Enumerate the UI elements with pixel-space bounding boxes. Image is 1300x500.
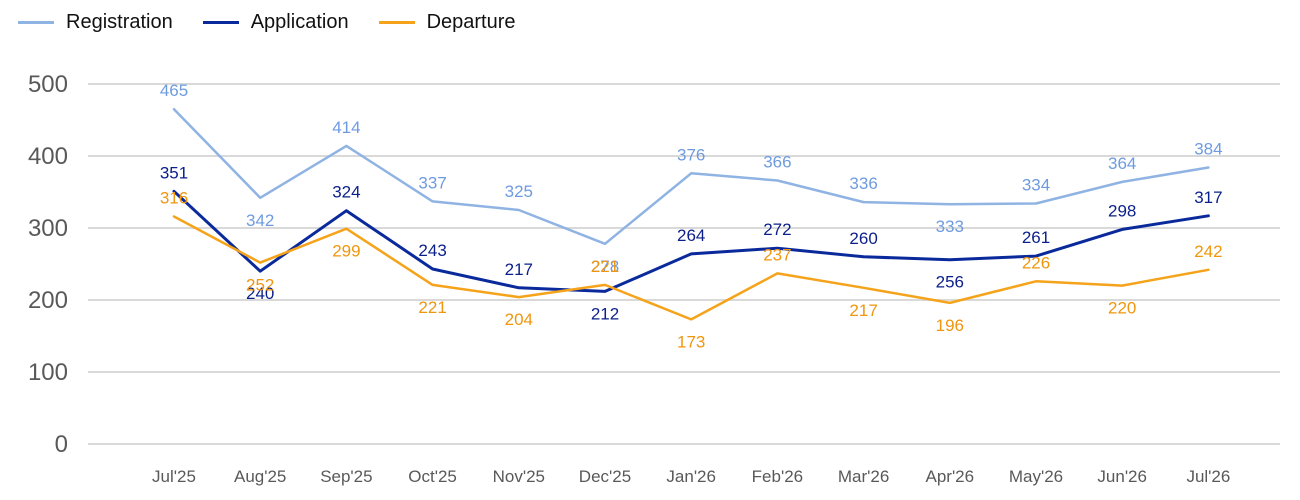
x-tick-label: Nov'25 <box>493 467 545 486</box>
data-label-registration: 376 <box>677 145 705 164</box>
x-tick-label: Sep'25 <box>320 467 372 486</box>
x-tick-label: Jun'26 <box>1097 467 1147 486</box>
data-label-application: 351 <box>160 163 188 182</box>
data-label-departure: 242 <box>1194 242 1222 261</box>
legend-label-registration: Registration <box>66 10 173 33</box>
data-label-registration: 336 <box>849 174 877 193</box>
data-label-departure: 237 <box>763 245 791 264</box>
data-label-registration: 364 <box>1108 154 1136 173</box>
legend-item-registration: Registration <box>18 11 173 34</box>
data-label-registration: 333 <box>936 217 964 236</box>
y-tick-label: 300 <box>28 215 68 242</box>
data-label-application: 212 <box>591 304 619 323</box>
legend-swatch-departure <box>378 20 415 24</box>
data-label-registration: 325 <box>505 182 533 201</box>
legend-item-departure: Departure <box>378 10 516 34</box>
x-tick-label: Dec'25 <box>579 467 631 486</box>
y-tick-label: 400 <box>28 143 68 170</box>
data-label-departure: 220 <box>1108 299 1136 318</box>
x-tick-label: Jul'26 <box>1186 467 1230 486</box>
data-label-registration: 278 <box>591 257 619 276</box>
data-label-departure: 316 <box>160 188 188 207</box>
data-label-registration: 414 <box>332 118 360 137</box>
legend-item-application: Application <box>202 10 349 34</box>
data-label-application: 240 <box>246 284 274 303</box>
data-label-registration: 337 <box>418 173 446 192</box>
y-tick-label: 500 <box>28 71 68 98</box>
data-label-registration: 342 <box>246 211 274 230</box>
data-label-registration: 384 <box>1194 140 1222 159</box>
data-label-departure: 221 <box>418 298 446 317</box>
data-label-application: 217 <box>505 260 533 279</box>
x-tick-label: Oct'25 <box>408 467 457 486</box>
data-label-registration: 465 <box>160 81 188 100</box>
data-label-application: 260 <box>849 229 877 248</box>
y-tick-label: 100 <box>28 359 68 386</box>
series-line-application <box>172 189 1210 293</box>
data-label-departure: 226 <box>1022 253 1050 272</box>
series-line-departure <box>172 215 1210 321</box>
data-label-application: 264 <box>677 226 705 245</box>
x-tick-label: May'26 <box>1009 467 1063 486</box>
data-label-departure: 173 <box>677 332 705 351</box>
legend: Registration Application Departure <box>18 8 516 36</box>
data-label-departure: 299 <box>332 242 360 261</box>
y-tick-label: 200 <box>28 287 68 314</box>
data-label-application: 243 <box>418 241 446 260</box>
data-label-departure: 204 <box>505 310 533 329</box>
x-tick-label: Mar'26 <box>838 467 889 486</box>
data-label-application: 261 <box>1022 228 1050 247</box>
data-label-application: 317 <box>1194 188 1222 207</box>
legend-label-departure: Departure <box>426 10 516 33</box>
x-tick-label: Jan'26 <box>666 467 716 486</box>
x-tick-label: Apr'26 <box>925 467 974 486</box>
legend-swatch-application <box>202 20 239 24</box>
data-label-application: 298 <box>1108 201 1136 220</box>
x-tick-label: Aug'25 <box>234 467 286 486</box>
data-label-application: 324 <box>332 183 360 202</box>
legend-swatch-registration <box>18 20 54 24</box>
data-label-registration: 334 <box>1022 176 1050 195</box>
data-label-departure: 252 <box>246 276 274 295</box>
data-label-departure: 196 <box>936 316 964 335</box>
x-tick-label: Jul'25 <box>152 467 196 486</box>
data-label-application: 272 <box>763 220 791 239</box>
data-label-departure: 217 <box>849 301 877 320</box>
series-line-registration <box>172 107 1210 246</box>
data-label-departure: 221 <box>591 257 619 276</box>
legend-label-application: Application <box>250 10 349 33</box>
x-tick-label: Feb'26 <box>752 467 803 486</box>
data-label-application: 256 <box>936 273 964 292</box>
data-label-registration: 366 <box>763 152 791 171</box>
y-tick-label: 0 <box>55 431 68 458</box>
